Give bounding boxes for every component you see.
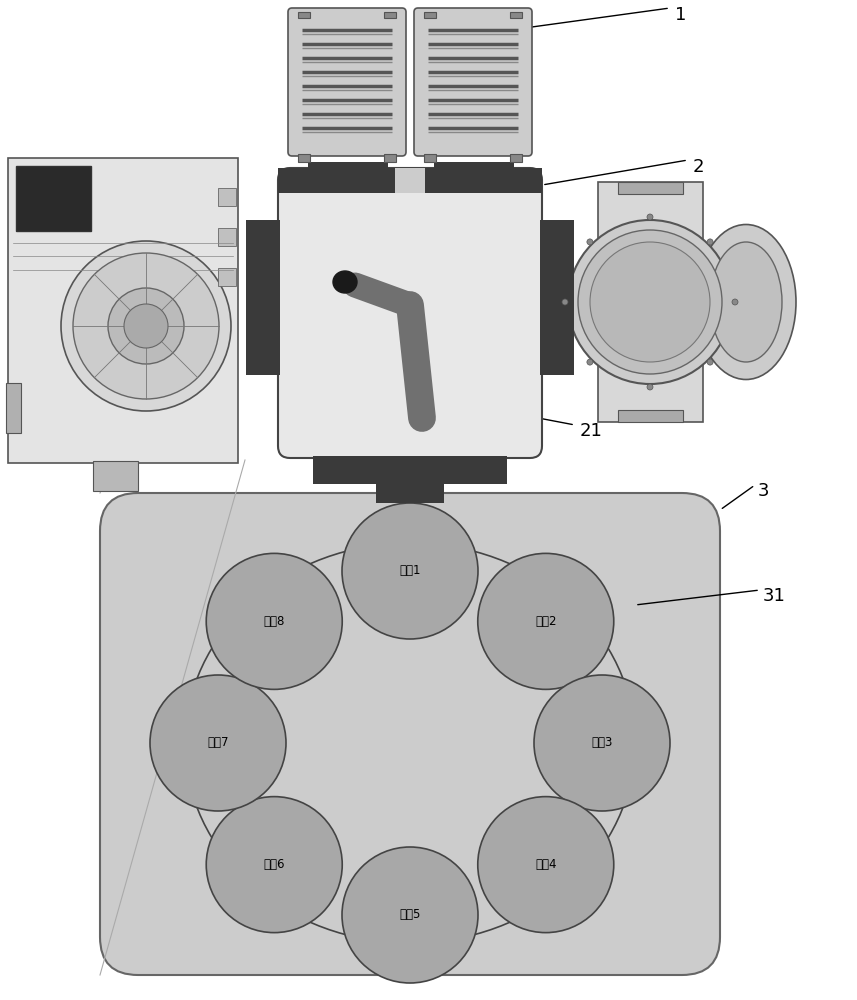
Bar	[6, 383, 21, 433]
Bar	[540, 220, 574, 375]
Ellipse shape	[696, 225, 796, 379]
FancyBboxPatch shape	[288, 8, 406, 156]
FancyBboxPatch shape	[100, 493, 720, 975]
Circle shape	[61, 241, 231, 411]
Ellipse shape	[710, 242, 782, 362]
Text: 工位5: 工位5	[399, 908, 421, 922]
Ellipse shape	[150, 675, 286, 811]
Bar	[376, 455, 444, 503]
FancyBboxPatch shape	[414, 8, 532, 156]
Circle shape	[587, 239, 593, 245]
Bar	[218, 188, 236, 206]
Circle shape	[590, 242, 710, 362]
Text: 工位4: 工位4	[535, 858, 556, 871]
Bar	[424, 154, 436, 162]
Circle shape	[124, 304, 168, 348]
Ellipse shape	[333, 271, 357, 293]
Ellipse shape	[477, 797, 614, 933]
Circle shape	[73, 253, 219, 399]
Circle shape	[647, 384, 653, 390]
Text: 工位7: 工位7	[207, 736, 229, 750]
Bar	[510, 154, 522, 162]
Ellipse shape	[477, 553, 614, 689]
Text: 工位3: 工位3	[591, 736, 613, 750]
Text: 工位6: 工位6	[263, 858, 285, 871]
Bar	[510, 12, 522, 18]
Bar	[298, 154, 310, 162]
Bar	[246, 220, 280, 375]
Text: 31: 31	[763, 587, 786, 605]
Text: 工位1: 工位1	[399, 564, 421, 578]
Bar	[618, 182, 683, 194]
FancyBboxPatch shape	[278, 168, 542, 458]
Bar	[308, 162, 388, 180]
Bar	[395, 168, 425, 193]
Bar	[384, 154, 396, 162]
Ellipse shape	[207, 553, 342, 689]
Ellipse shape	[342, 503, 478, 639]
Text: 工位8: 工位8	[264, 615, 285, 628]
Bar	[384, 12, 396, 18]
Circle shape	[707, 239, 713, 245]
Bar	[434, 162, 514, 180]
Text: 工位2: 工位2	[535, 615, 556, 628]
Text: 3: 3	[758, 482, 770, 500]
Circle shape	[647, 214, 653, 220]
Ellipse shape	[534, 675, 670, 811]
Text: 1: 1	[675, 6, 686, 24]
Circle shape	[707, 359, 713, 365]
Ellipse shape	[342, 847, 478, 983]
Circle shape	[587, 359, 593, 365]
Text: 2: 2	[693, 158, 704, 176]
Bar	[218, 268, 236, 286]
Bar	[424, 12, 436, 18]
Bar	[618, 410, 683, 422]
Bar	[93, 461, 138, 491]
Bar	[298, 12, 310, 18]
Circle shape	[578, 230, 722, 374]
Bar	[16, 166, 91, 231]
FancyBboxPatch shape	[8, 158, 238, 463]
Text: 21: 21	[580, 422, 602, 440]
Circle shape	[568, 220, 732, 384]
Bar	[218, 228, 236, 246]
Bar	[598, 182, 703, 422]
Ellipse shape	[207, 797, 342, 933]
Circle shape	[562, 299, 568, 305]
Bar	[313, 456, 507, 484]
Bar	[278, 168, 542, 193]
Circle shape	[732, 299, 738, 305]
Circle shape	[108, 288, 184, 364]
